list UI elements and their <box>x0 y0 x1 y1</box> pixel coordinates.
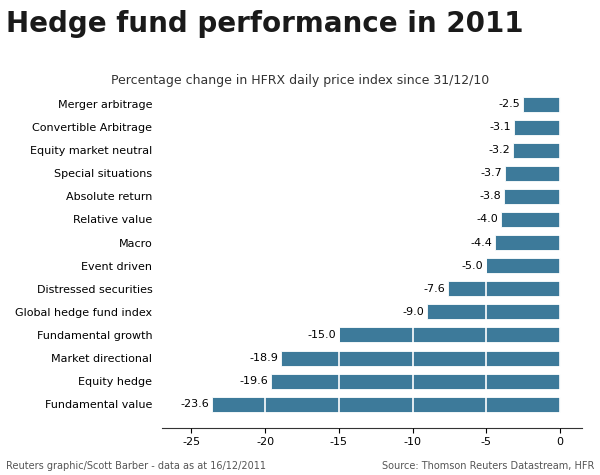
Bar <box>505 166 560 181</box>
Bar <box>523 96 560 112</box>
Text: -4.0: -4.0 <box>476 215 498 225</box>
Bar <box>504 189 560 204</box>
Bar <box>448 281 560 296</box>
Text: -19.6: -19.6 <box>239 376 268 386</box>
Bar <box>212 397 560 412</box>
Text: -2.5: -2.5 <box>499 99 520 109</box>
Bar <box>495 235 560 250</box>
Text: -3.7: -3.7 <box>481 168 502 178</box>
Text: -9.0: -9.0 <box>403 307 424 317</box>
Bar <box>514 120 560 134</box>
Text: Hedge fund performance in 2011: Hedge fund performance in 2011 <box>6 10 523 38</box>
Text: -3.2: -3.2 <box>488 145 510 155</box>
Bar <box>281 351 560 366</box>
Bar <box>486 258 560 273</box>
Bar <box>427 304 560 319</box>
Text: -23.6: -23.6 <box>181 399 209 409</box>
Bar <box>513 142 560 158</box>
Bar <box>339 327 560 342</box>
Text: -3.1: -3.1 <box>490 122 511 132</box>
Text: -4.4: -4.4 <box>470 238 492 247</box>
Text: -15.0: -15.0 <box>307 330 336 340</box>
Bar <box>271 374 560 389</box>
Text: -5.0: -5.0 <box>461 261 483 271</box>
Text: -3.8: -3.8 <box>479 191 501 201</box>
Text: Percentage change in HFRX daily price index since 31/12/10: Percentage change in HFRX daily price in… <box>111 74 489 86</box>
Text: Reuters graphic/Scott Barber - data as at 16/12/2011: Reuters graphic/Scott Barber - data as a… <box>6 461 266 471</box>
Text: -18.9: -18.9 <box>250 353 278 363</box>
Text: Source: Thomson Reuters Datastream, HFR: Source: Thomson Reuters Datastream, HFR <box>382 461 594 471</box>
Text: -7.6: -7.6 <box>423 284 445 294</box>
Bar <box>501 212 560 227</box>
